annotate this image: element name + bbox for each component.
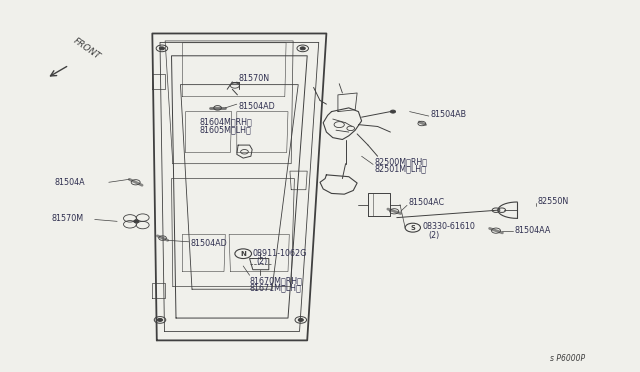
Text: 81504A: 81504A [54,178,85,187]
Text: (2): (2) [429,231,440,240]
Text: 81670M〈RH〉: 81670M〈RH〉 [250,276,303,285]
Circle shape [298,318,303,321]
Text: 08911-1062G: 08911-1062G [253,249,307,258]
Text: 81504AA: 81504AA [515,226,551,235]
Text: 82501M〈LH〉: 82501M〈LH〉 [374,165,426,174]
Text: 82500M〈RH〉: 82500M〈RH〉 [374,157,428,166]
Text: 81570N: 81570N [238,74,269,83]
Text: 81671M〈LH〉: 81671M〈LH〉 [250,284,301,293]
Circle shape [390,110,396,113]
Text: 81605M〈LH〉: 81605M〈LH〉 [200,125,252,134]
Text: 81504AC: 81504AC [408,198,444,207]
Text: (2): (2) [256,257,268,266]
Text: 08330-61610: 08330-61610 [422,222,476,231]
Circle shape [159,47,164,50]
Text: 82550N: 82550N [538,197,569,206]
Text: 81570M: 81570M [51,214,83,223]
Circle shape [300,47,305,50]
Circle shape [157,318,163,321]
Text: 81504AD: 81504AD [191,239,227,248]
Text: 81504AB: 81504AB [430,110,466,119]
Text: N: N [240,251,246,257]
Text: 81604M〈RH〉: 81604M〈RH〉 [200,118,252,126]
Circle shape [134,220,139,223]
Text: s P6000P: s P6000P [550,355,586,363]
Text: 81504AD: 81504AD [238,102,275,110]
Text: S: S [410,225,415,231]
Text: FRONT: FRONT [72,36,102,61]
